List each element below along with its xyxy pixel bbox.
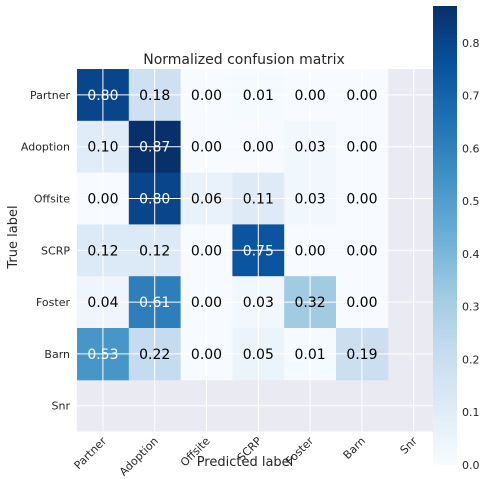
y-tick-label: SCRP [41,244,70,257]
cell-value-label: 0.12 [87,243,118,259]
y-axis-label: True label [6,205,21,269]
cell-value-label: 0.00 [346,192,377,208]
cell-value-label: 0.00 [87,192,118,208]
colorbar-tick-label: 0.3 [462,301,480,314]
cell-value-label: 0.22 [139,347,170,363]
y-tick-label: Snr [52,400,71,413]
colorbar-tick-label: 0.2 [462,353,480,366]
cell-value-label: 0.00 [191,347,222,363]
cell-value-label: 0.00 [191,295,222,311]
cell-value-label: 0.00 [346,243,377,259]
colorbar-tick-label: 0.5 [462,195,480,208]
cell-value-label: 0.12 [139,243,170,259]
cell-value-label: 0.00 [191,88,222,104]
y-tick-label: Adoption [21,141,70,154]
y-tick-label: Offsite [34,193,70,206]
cell-value-label: 0.03 [243,295,274,311]
chart-title: Normalized confusion matrix [143,52,345,68]
cell-value-label: 0.00 [243,140,274,156]
cell-value-label: 0.06 [191,192,222,208]
cell-value-label: 0.00 [346,140,377,156]
cell-value-label: 0.04 [87,295,118,311]
colorbar-tick-label: 0.4 [462,248,480,261]
colorbar-tick-label: 0.0 [462,459,480,472]
cell-value-label: 0.87 [139,140,170,156]
x-tick-label: Adoption [117,435,161,479]
cell-value-label: 0.00 [191,140,222,156]
cell-value-label: 0.53 [87,347,118,363]
colorbar: 0.0 0.1 0.2 0.3 0.4 0.5 0.6 0.7 0.8 [433,6,480,472]
colorbar-tick-label: 0.1 [462,406,480,419]
cell-value-label: 0.05 [243,347,274,363]
colorbar-tick-label: 0.7 [462,90,480,103]
plot-area: 0.80 0.18 0.00 0.01 0.00 0.00 0.10 0.87 0.00 0.00… [21,69,440,478]
cell-value-label: 0.80 [87,88,118,104]
cell-value-label: 0.01 [243,88,274,104]
cell-value-label: 0.10 [87,140,118,156]
cell-value-label: 0.75 [243,243,274,259]
cell-value-label: 0.19 [346,347,377,363]
colorbar-tick-label: 0.8 [462,37,480,50]
cell-value-label: 0.01 [295,347,326,363]
x-axis-label: Predicted label [197,455,294,470]
y-tick-label: Partner [30,89,70,102]
y-tick-label: Foster [36,296,70,309]
cell-value-label: 0.00 [191,243,222,259]
y-tick-label: Barn [44,348,70,361]
cell-value-label: 0.80 [139,192,170,208]
x-tick-label: Snr [398,434,421,457]
cell-value-label: 0.03 [295,192,326,208]
x-tick-label: Partner [72,434,110,472]
cell-value-label: 0.11 [243,192,274,208]
x-tick-label: Barn [341,435,368,462]
cell-value-label: 0.03 [295,140,326,156]
cell-value-label: 0.00 [346,295,377,311]
cell-value-label: 0.61 [139,295,170,311]
cell-value-label: 0.00 [295,243,326,259]
cell-value-label: 0.00 [346,88,377,104]
cell-value-label: 0.00 [295,88,326,104]
colorbar-tick-label: 0.6 [462,142,480,155]
cell-value-label: 0.18 [139,88,170,104]
cell-value-label: 0.32 [295,295,326,311]
colorbar-gradient [433,6,457,465]
